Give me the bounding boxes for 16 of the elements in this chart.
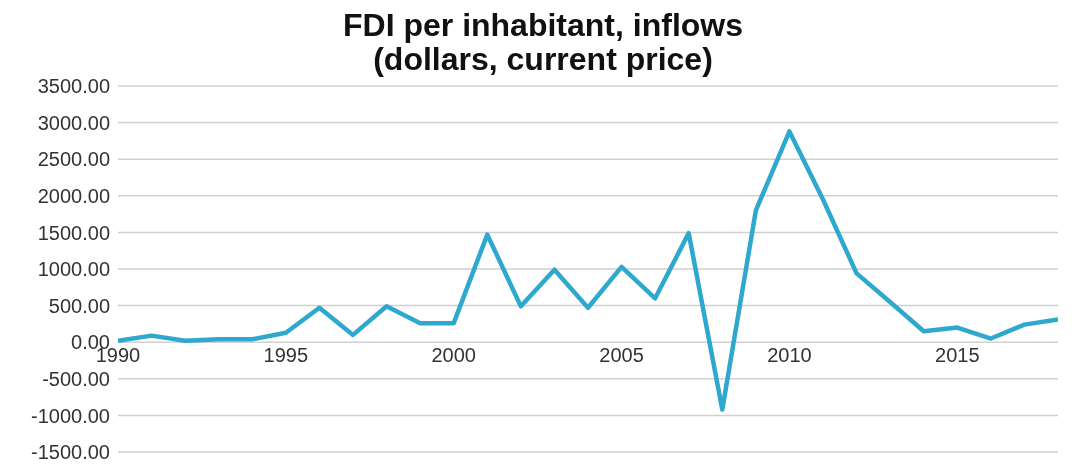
x-tick-label: 2010 (767, 344, 812, 367)
y-tick-label: -1000.00 (31, 404, 110, 427)
y-tick-label: 500.00 (48, 294, 110, 317)
chart-title: FDI per inhabitant, inflows (dollars, current price) (342, 7, 744, 77)
y-tick-label: 3000.00 (37, 111, 110, 134)
y-tick-label: 3500.00 (37, 75, 110, 98)
x-tick-label: 2005 (599, 344, 644, 367)
x-tick-label: 2015 (935, 344, 980, 367)
y-tick-label: 2500.00 (37, 148, 110, 171)
y-tick-label: 2000.00 (37, 184, 110, 207)
y-tick-label: -1500.00 (31, 441, 110, 464)
x-tick-label: 2000 (431, 344, 476, 367)
y-tick-label: -500.00 (42, 367, 110, 390)
x-tick-label: 1995 (263, 344, 309, 367)
y-tick-label: 1000.00 (37, 258, 110, 281)
y-tick-label: 1500.00 (37, 221, 110, 244)
